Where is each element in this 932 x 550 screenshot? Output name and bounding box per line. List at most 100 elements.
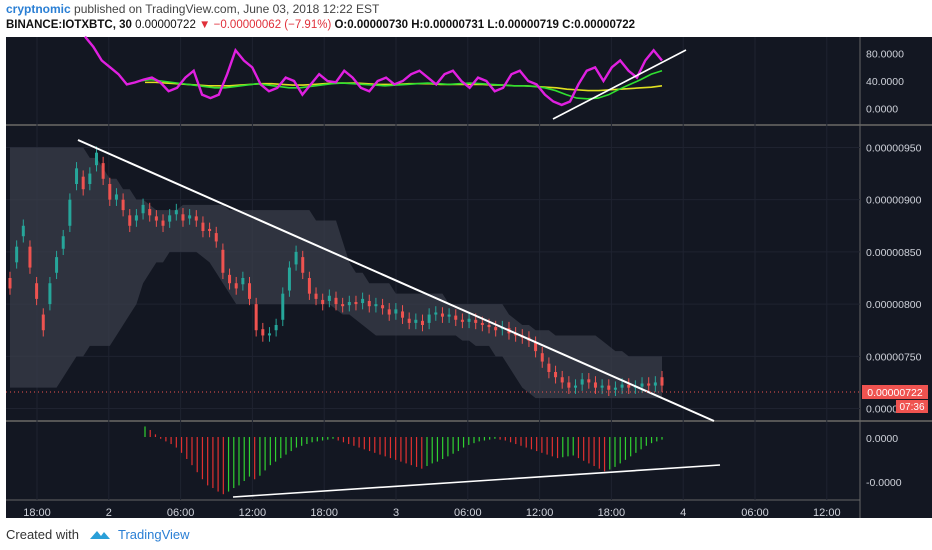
candle-body [560,377,564,383]
candle-body [128,215,132,226]
candle-body [188,215,192,219]
tradingview-brand-link[interactable]: TradingView [118,527,190,542]
candle-body [593,382,597,388]
countdown-text: 07:36 [899,402,924,413]
candle-body [414,319,418,323]
publisher-name[interactable]: cryptnomic [6,2,71,16]
candle-body [181,214,185,221]
time-tick-label: 12:00 [526,507,554,519]
candle-body [327,295,331,301]
time-tick-label: 12:00 [239,507,267,519]
candle-body [607,385,611,390]
candle-body [627,384,631,388]
candle-body [114,194,118,200]
candle-body [274,325,278,331]
candle-body [301,257,305,273]
last-price-tag [862,385,928,399]
time-tick-label: 3 [393,507,399,519]
chart-background [6,37,860,518]
price-tick-label: 0.00000750 [866,351,922,363]
symbol-label: BINANCE:IOTXBTC, 30 [6,19,132,31]
candle-body [161,220,165,226]
footer: Created with TradingView [6,527,190,544]
candle-body [168,215,172,222]
candle-body [381,305,385,309]
candle-body [427,314,431,323]
candle-body [600,385,604,388]
candle-body [267,333,271,336]
open-label: O:0.00000730 [334,19,409,31]
candle-body [620,384,624,388]
candle-body [241,278,245,285]
published-text: published on TradingView.com, June 03, 2… [74,2,380,16]
trend-lines[interactable] [77,49,721,498]
rsi-lines [84,35,663,107]
rsi-line [84,35,663,107]
candle-body [194,216,198,221]
candle-body [254,304,258,331]
candle-body [75,168,79,184]
candle-body [281,293,285,320]
candle-body [61,236,65,249]
last-price: 0.00000722 [135,19,196,31]
candle-body [41,314,45,331]
candle-body [587,379,591,383]
candle-body [434,312,438,315]
rsi-ma-green-line [139,69,663,100]
candle-body [613,387,617,390]
grid [6,37,860,500]
candle-body [221,249,225,273]
last-price-tag-text: 0.00000722 [867,387,923,399]
candle-body [467,318,471,322]
candle-body [401,311,405,318]
candle-body [494,327,498,331]
low-label: L:0.00000719 [487,19,559,31]
candle-body [460,319,464,322]
price-change: ▼ −0.00000062 (−7.91%) [199,19,332,31]
candle-body [234,283,238,289]
candle-body [640,383,644,387]
candle-body [334,297,338,305]
close-label: C:0.00000722 [562,19,636,31]
axis-labels: 18:00 2 06:00 12:00 18:00 3 06:00 12:00 18:00 4 06… [23,49,921,519]
candle-body [354,302,358,305]
candle-body [201,222,205,231]
candle-body [447,314,451,317]
candle-body [28,246,32,268]
macd-tick-label: -0.0000 [866,477,902,489]
cloud-band [10,147,662,399]
candle-body [134,215,138,221]
time-tick-label: 06:00 [454,507,482,519]
candle-body [474,319,478,323]
candle-body [287,267,291,291]
candle-body [580,379,584,385]
time-tick-label: 18:00 [23,507,51,519]
candle-body [387,309,391,315]
cloud-area [10,147,662,399]
candle-body [540,353,544,362]
candle-body [141,204,145,214]
candle-body [21,225,25,237]
rsi-tick-label: 80.0000 [866,49,904,61]
time-tick-label: 12:00 [813,507,841,519]
candle-body [68,199,72,226]
time-tick-label: 06:00 [741,507,769,519]
candle-body [647,383,651,386]
candle-body [101,163,105,179]
macd-tick-label: 0.0000 [866,433,898,445]
candle-body [367,300,371,307]
time-tick-label: 18:00 [310,507,338,519]
candle-body [261,329,265,336]
time-tick-label: 4 [680,507,686,519]
price-tick-label: 0.00000900 [866,195,922,207]
price-axis-background [860,37,932,518]
candle-body [94,152,98,166]
candle-body [55,257,59,273]
symbol-line: BINANCE:IOTXBTC, 30 0.00000722 ▼ −0.0000… [6,19,635,31]
candle-body [81,176,85,190]
candle-body [15,246,19,263]
candle-body [48,283,52,305]
candle-body [307,278,311,294]
candle-body [394,309,398,314]
